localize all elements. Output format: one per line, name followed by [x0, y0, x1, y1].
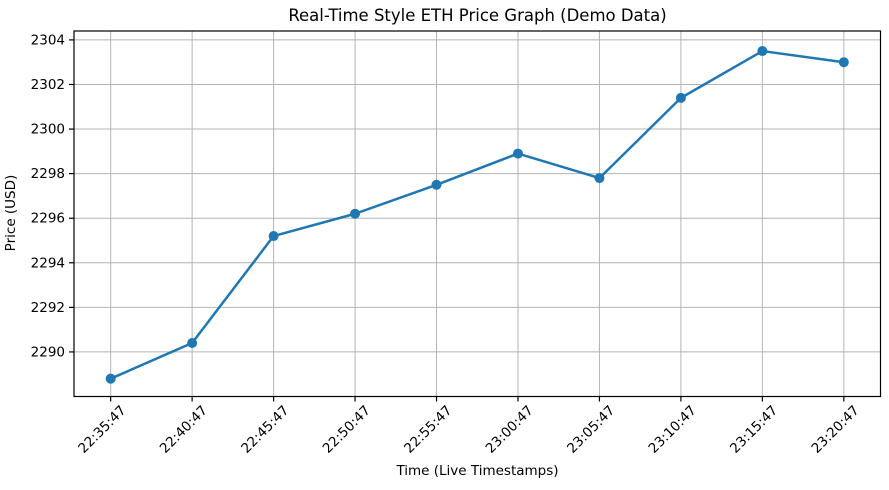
data-point-marker	[675, 92, 686, 103]
data-point-marker	[105, 373, 116, 384]
plot-border	[73, 30, 882, 398]
x-tick-label: 23:15:47	[727, 403, 781, 457]
data-point-marker	[350, 208, 361, 219]
data-points	[105, 46, 849, 384]
y-tick-label: 2292	[31, 300, 65, 316]
x-tick-label: 22:45:47	[238, 403, 292, 457]
x-tick-label: 23:20:47	[808, 403, 862, 457]
y-tick-label: 2300	[31, 122, 65, 138]
plot-area	[74, 31, 881, 397]
price-line	[109, 49, 846, 380]
x-tick-label: 23:05:47	[564, 403, 618, 457]
data-point-marker	[431, 179, 442, 190]
y-tick-label: 2304	[31, 32, 65, 48]
x-tick-label: 22:35:47	[75, 403, 129, 457]
x-tick-label: 22:50:47	[320, 403, 374, 457]
data-point-marker	[512, 148, 523, 159]
x-axis-title: Time (Live Timestamps)	[396, 463, 559, 479]
y-tick-label: 2302	[31, 77, 65, 93]
data-point-marker	[187, 338, 198, 349]
x-tick-label: 23:10:47	[646, 403, 700, 457]
y-tick-label: 2298	[31, 166, 65, 182]
y-tick-label: 2294	[31, 255, 65, 271]
axis-ticks	[69, 39, 845, 402]
grid-lines	[74, 31, 881, 397]
y-tick-labels: 2290 2292 2294 2296 2298 2300 2302 2304	[31, 32, 65, 360]
data-point-marker	[838, 57, 849, 68]
x-tick-label: 23:00:47	[483, 403, 537, 457]
y-axis-title: Price (USD)	[3, 174, 19, 252]
chart-title: Real-Time Style ETH Price Graph (Demo Da…	[288, 6, 667, 25]
x-tick-labels: 22:35:47 22:40:47 22:45:47 22:50:47 22:55:47…	[75, 403, 862, 457]
y-tick-label: 2296	[31, 211, 65, 227]
x-tick-label: 22:55:47	[401, 403, 455, 457]
x-tick-label: 22:40:47	[157, 403, 211, 457]
y-tick-label: 2290	[31, 344, 65, 360]
data-point-marker	[268, 231, 279, 242]
data-point-marker	[594, 173, 605, 184]
data-point-marker	[757, 46, 768, 57]
